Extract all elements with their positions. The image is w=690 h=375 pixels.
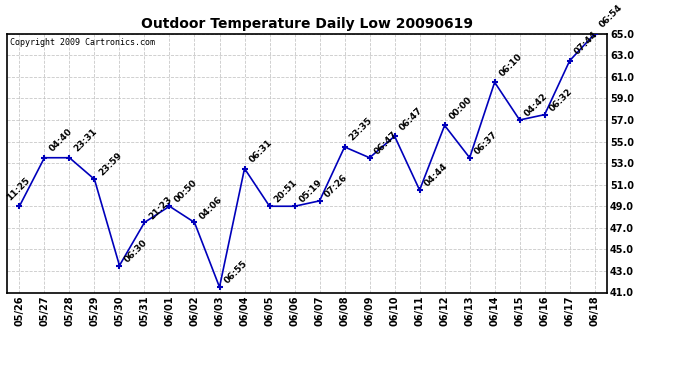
Text: 23:31: 23:31 (72, 127, 99, 154)
Text: 06:10: 06:10 (497, 52, 524, 78)
Text: 06:31: 06:31 (247, 138, 274, 164)
Text: 06:54: 06:54 (598, 3, 624, 30)
Text: 04:42: 04:42 (522, 92, 549, 118)
Text: 23:35: 23:35 (347, 116, 374, 143)
Text: 04:06: 04:06 (197, 195, 224, 221)
Title: Outdoor Temperature Daily Low 20090619: Outdoor Temperature Daily Low 20090619 (141, 17, 473, 31)
Text: 11:25: 11:25 (6, 176, 32, 202)
Text: 07:26: 07:26 (322, 173, 349, 200)
Text: 06:55: 06:55 (222, 259, 249, 286)
Text: 06:32: 06:32 (547, 87, 574, 113)
Text: 20:51: 20:51 (273, 178, 299, 205)
Text: 06:30: 06:30 (122, 238, 148, 264)
Text: 06:47: 06:47 (397, 105, 424, 132)
Text: 07:44: 07:44 (573, 30, 599, 57)
Text: 06:47: 06:47 (373, 130, 399, 156)
Text: 04:44: 04:44 (422, 162, 449, 189)
Text: 06:37: 06:37 (473, 130, 499, 156)
Text: 04:40: 04:40 (47, 127, 74, 154)
Text: 23:59: 23:59 (97, 151, 124, 178)
Text: 00:50: 00:50 (172, 178, 199, 205)
Text: Copyright 2009 Cartronics.com: Copyright 2009 Cartronics.com (10, 38, 155, 46)
Text: 00:00: 00:00 (447, 95, 473, 121)
Text: 05:19: 05:19 (297, 178, 324, 205)
Text: 21:23: 21:23 (147, 194, 174, 221)
